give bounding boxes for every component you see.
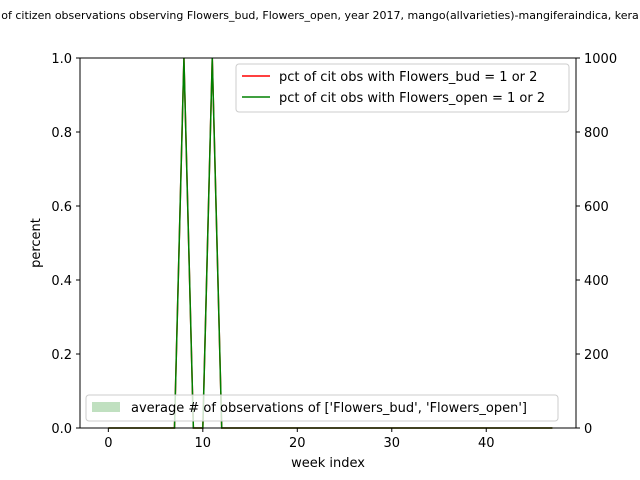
- series-line-flowers-bud: [108, 57, 553, 429]
- legend-lower: average # of observations of ['Flowers_b…: [85, 394, 559, 422]
- y-tick-label: 0.0: [51, 422, 72, 437]
- y2-tick-label: 600: [584, 200, 609, 215]
- y-tick-label: 1.0: [51, 52, 72, 67]
- legend-label-flowers-bud: pct of cit obs with Flowers_bud = 1 or 2: [279, 70, 537, 85]
- legend-upper-box: [235, 63, 570, 113]
- legend-upper: pct of cit obs with Flowers_bud = 1 or 2…: [235, 63, 570, 113]
- legend-lower-box: [85, 394, 559, 422]
- x-tick-label: 40: [478, 436, 495, 451]
- x-tick-label: 10: [195, 436, 212, 451]
- y2-tick-label: 400: [584, 274, 609, 289]
- x-axis-label: week index: [291, 456, 365, 471]
- y-tick-label: 0.8: [51, 126, 72, 141]
- y-axis-right: 0 200 400 600 800 1000: [576, 52, 617, 437]
- x-tick-label: 20: [289, 436, 306, 451]
- y2-tick-label: 200: [584, 348, 609, 363]
- plot-area: [79, 57, 577, 429]
- x-axis: 0 10 20 30 40: [104, 428, 495, 451]
- series-line-flowers-open: [108, 57, 553, 429]
- y-tick-label: 0.4: [51, 274, 72, 289]
- legend-swatch-observation-count: [92, 402, 120, 412]
- y-axis-label: percent: [29, 218, 44, 268]
- chart-title: of citizen observations observing Flower…: [1, 9, 639, 22]
- y2-tick-label: 800: [584, 126, 609, 141]
- y-axis-left: 0.0 0.2 0.4 0.6 0.8 1.0: [51, 52, 80, 437]
- y-tick-label: 0.2: [51, 348, 72, 363]
- x-tick-label: 0: [104, 436, 112, 451]
- y2-tick-label: 0: [584, 422, 592, 437]
- x-tick-label: 30: [383, 436, 400, 451]
- legend-label-observation-count: average # of observations of ['Flowers_b…: [131, 401, 527, 416]
- legend-label-flowers-open: pct of cit obs with Flowers_open = 1 or …: [279, 91, 545, 106]
- y2-tick-label: 1000: [584, 52, 617, 67]
- series-lines: [108, 57, 553, 429]
- y-tick-label: 0.6: [51, 200, 72, 215]
